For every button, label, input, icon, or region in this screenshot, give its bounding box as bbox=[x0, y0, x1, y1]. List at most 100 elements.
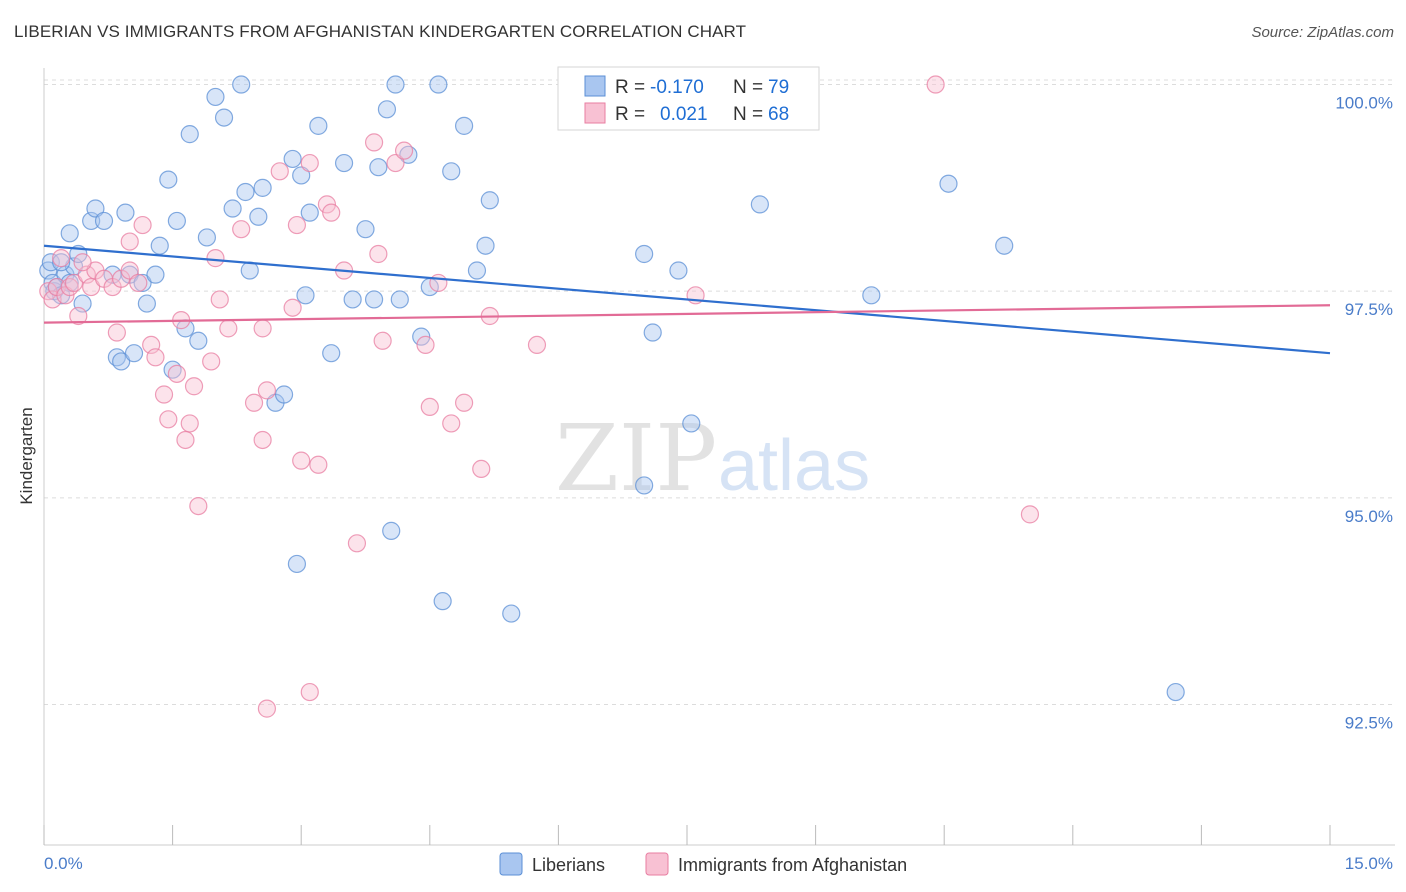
afghanistan-point bbox=[270, 162, 289, 181]
liberians-point bbox=[669, 261, 688, 280]
afghanistan-point bbox=[184, 377, 204, 396]
y-tick-label: 100.0% bbox=[1335, 94, 1393, 113]
x-tick-label: 0.0% bbox=[44, 854, 83, 873]
liberians-point bbox=[643, 323, 662, 342]
liberians-point bbox=[300, 203, 319, 222]
liberians-point bbox=[240, 261, 259, 280]
afghanistan-point bbox=[56, 286, 75, 305]
afghanistan-point bbox=[120, 261, 139, 280]
afghanistan-point bbox=[322, 203, 341, 222]
liberians-point bbox=[283, 149, 302, 169]
afghanistan-point bbox=[369, 244, 388, 264]
trend-lines bbox=[43, 244, 1331, 355]
afghanistan-point bbox=[347, 534, 367, 553]
watermark-atlas: atlas bbox=[718, 426, 870, 506]
liberians-point bbox=[112, 352, 131, 371]
liberians-point bbox=[296, 286, 315, 305]
liberians-point bbox=[502, 604, 521, 623]
liberians-point bbox=[94, 211, 114, 231]
y-tick-label: 95.0% bbox=[1345, 507, 1393, 526]
afghanistan-point bbox=[283, 298, 302, 317]
liberians-point bbox=[635, 476, 654, 495]
stats-r-value-1: -0.170 bbox=[650, 77, 704, 98]
liberians-point bbox=[356, 220, 375, 239]
afghanistan-point bbox=[1020, 505, 1040, 524]
afghanistan-point bbox=[206, 249, 225, 268]
liberians-point bbox=[189, 331, 208, 350]
liberians-point bbox=[292, 166, 311, 185]
liberians-point bbox=[159, 170, 178, 189]
liberians-point bbox=[52, 253, 71, 272]
liberians-point bbox=[382, 521, 401, 540]
liberians-point bbox=[412, 327, 431, 346]
stats-r-value-2: 0.021 bbox=[660, 104, 708, 125]
liberians-point bbox=[253, 178, 272, 197]
afghanistan-point bbox=[219, 319, 238, 338]
liberians-point bbox=[682, 414, 701, 433]
afghanistan-point bbox=[82, 277, 101, 297]
liberians-point bbox=[454, 116, 474, 135]
afghanistan-point bbox=[394, 141, 414, 160]
liberians-points bbox=[39, 75, 1185, 702]
afghanistan-point bbox=[64, 273, 84, 293]
liberians-point bbox=[322, 344, 341, 363]
afghanistan-point bbox=[73, 253, 92, 272]
liberians-point bbox=[249, 207, 268, 226]
y-axis-title: Kindergarten bbox=[17, 407, 36, 504]
afghanistan-point bbox=[167, 364, 186, 383]
liberians-point bbox=[41, 253, 60, 272]
liberians-point bbox=[377, 100, 397, 119]
afghanistan-point bbox=[926, 75, 945, 94]
liberians-point bbox=[635, 244, 654, 264]
source-label: Source: ZipAtlas.com bbox=[1251, 24, 1394, 41]
stats-legend-swatch-liberians bbox=[584, 75, 606, 97]
liberians-point bbox=[180, 125, 199, 144]
afghanistan-point bbox=[386, 153, 405, 173]
legend-swatch-liberians bbox=[499, 852, 523, 876]
liberians-point bbox=[433, 592, 452, 611]
liberians-point bbox=[287, 554, 307, 574]
liberians-point bbox=[274, 385, 294, 404]
stats-n-label-2: N = bbox=[733, 104, 763, 125]
liberians-point bbox=[167, 211, 186, 231]
afghanistan-point bbox=[180, 414, 199, 433]
liberians-point bbox=[86, 199, 105, 218]
axes bbox=[43, 68, 1395, 846]
liberians-point bbox=[442, 162, 461, 181]
legend-swatch-afghanistan bbox=[645, 852, 669, 876]
stats-n-label-1: N = bbox=[733, 77, 763, 98]
liberians-point bbox=[343, 290, 362, 309]
afghanistan-point bbox=[133, 215, 152, 235]
afghanistan-point bbox=[420, 397, 439, 417]
afghanistan-point bbox=[159, 410, 178, 429]
afghanistan-point bbox=[232, 220, 251, 239]
afghanistan-point bbox=[287, 215, 307, 235]
liberians-point bbox=[364, 290, 384, 309]
chart-title: LIBERIAN VS IMMIGRANTS FROM AFGHANISTAN … bbox=[14, 22, 747, 41]
afghanistan-point bbox=[52, 249, 71, 268]
watermark-zip: ZIP bbox=[555, 405, 717, 512]
liberians-point bbox=[390, 290, 409, 309]
liberians-point bbox=[480, 191, 499, 210]
liberians-point bbox=[386, 75, 405, 94]
liberians-point bbox=[750, 195, 769, 214]
afghanistan-point bbox=[442, 414, 461, 433]
afghanistan-point bbox=[146, 348, 165, 367]
x-tick-label: 15.0% bbox=[1345, 854, 1393, 873]
afghanistan-point bbox=[317, 195, 337, 214]
afghanistan-point bbox=[364, 133, 384, 152]
y-tick-label: 97.5% bbox=[1345, 300, 1393, 319]
afghanistan-points bbox=[39, 75, 1040, 718]
liberians-point bbox=[334, 153, 354, 173]
liberians-point bbox=[467, 261, 487, 280]
afghanistan-point bbox=[210, 290, 229, 309]
liberians-point bbox=[116, 203, 135, 222]
liberians-point bbox=[223, 199, 242, 218]
afghanistan-point bbox=[472, 459, 491, 478]
stats-legend-swatch-afghanistan bbox=[584, 102, 606, 124]
liberians-point bbox=[146, 265, 165, 284]
liberians-point bbox=[1166, 682, 1185, 702]
liberians-trend-line bbox=[43, 244, 1331, 355]
legend-label-liberians: Liberians bbox=[532, 855, 605, 875]
